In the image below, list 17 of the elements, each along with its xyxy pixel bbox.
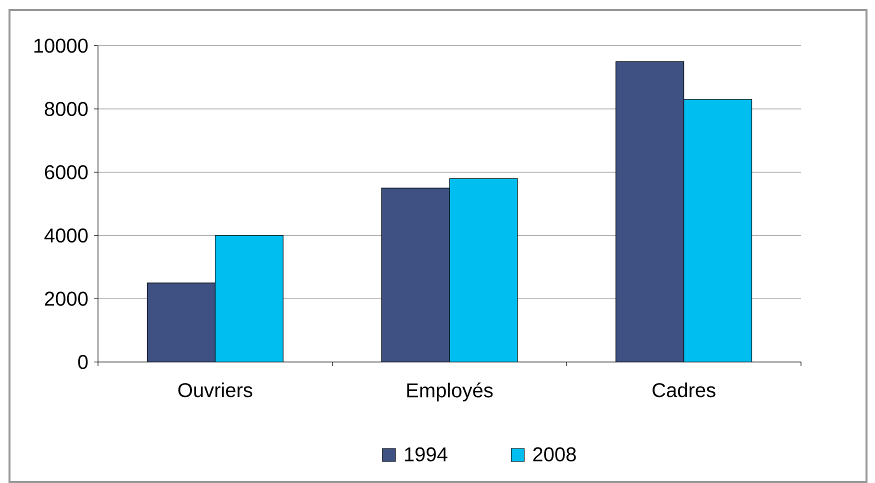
bar [147, 282, 216, 362]
y-tick-label: 6000 [44, 165, 88, 180]
y-tick-label: 4000 [44, 228, 88, 243]
x-tick-label: Cadres [652, 382, 716, 398]
y-tick-label: 0 [78, 354, 88, 370]
bar [215, 235, 284, 362]
x-tick-label: Employés [407, 382, 493, 402]
bar [684, 99, 752, 362]
bar [382, 188, 450, 362]
y-tick-label: 8000 [44, 102, 88, 116]
bar [616, 61, 684, 362]
y-tick-label: 2000 [44, 292, 88, 306]
legend-label: 1994 [404, 447, 448, 462]
legend-label: 2008 [533, 447, 576, 462]
y-tick-label: 10000 [34, 38, 88, 53]
bar [450, 178, 518, 362]
x-tick-label: Ouvriers [178, 382, 252, 398]
